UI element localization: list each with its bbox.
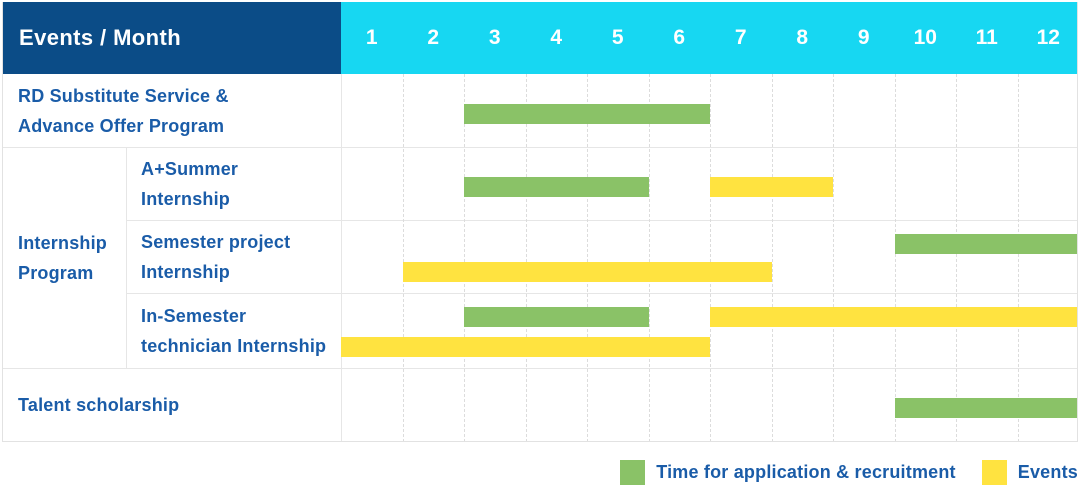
gantt-table: Events / Month 1 2 3 4 5 6 7 8 9 10 11 12 RD Substi… (2, 2, 1078, 442)
gantt-bar-application (464, 103, 710, 124)
month-gridline (1017, 74, 1019, 441)
gantt-bar-event (402, 262, 772, 282)
row-label-line: Semester project (141, 231, 291, 252)
header-label: Events / Month (19, 25, 182, 50)
gantt-bar-application (464, 176, 649, 197)
month-gridline (525, 74, 527, 441)
gantt-bar-application (894, 234, 1077, 254)
legend-label-application: Time for application & recruitment (656, 461, 956, 482)
gantt-bar-event (710, 176, 833, 197)
month-gridline (956, 74, 957, 441)
month-header-5: 5 (611, 26, 624, 49)
header-events-month-cell: Events / Month (3, 2, 341, 74)
month-gridline (833, 74, 834, 441)
month-gridline (402, 74, 404, 441)
row-divider (126, 220, 1077, 221)
month-header-row: 1 2 3 4 5 6 7 8 9 10 11 12 (341, 2, 1077, 74)
row-label-a-summer-internship: A+Summer Internship (126, 147, 341, 220)
row-label-line: Internship (141, 261, 231, 282)
month-header-12: 12 (1036, 26, 1060, 49)
row-label-line: A+Summer (141, 158, 239, 179)
row-divider (3, 147, 1077, 148)
group-label-internship-program: Internship Program (3, 147, 126, 368)
month-gridline (710, 74, 711, 441)
row-label-talent-scholarship: Talent scholarship (3, 368, 341, 441)
row-label-semester-project-internship: Semester project Internship (126, 220, 341, 293)
legend-swatch-application (620, 459, 646, 485)
month-gridline (648, 74, 650, 441)
gantt-bar-event (341, 337, 710, 357)
row-divider (3, 368, 1077, 369)
label-grid-divider (341, 74, 342, 441)
row-label-line: In-Semester (141, 305, 247, 326)
row-label-line: Internship (141, 188, 231, 209)
row-label-rd-substitute: RD Substitute Service & Advance Offer Pr… (3, 74, 341, 147)
gantt-bar-application (464, 307, 649, 327)
gantt-bar-event (710, 307, 1077, 327)
month-header-9: 9 (857, 26, 870, 49)
month-header-4: 4 (550, 26, 563, 49)
group-label-line: Internship (18, 232, 108, 253)
month-header-11: 11 (975, 26, 998, 49)
month-header-3: 3 (488, 26, 501, 49)
row-divider (126, 293, 1077, 294)
legend-label-events: Events (1017, 461, 1078, 482)
month-header-8: 8 (796, 26, 809, 49)
month-header-10: 10 (913, 26, 937, 49)
month-header-6: 6 (673, 26, 686, 49)
month-gridline (587, 74, 588, 441)
row-label-line: RD Substitute Service & (18, 85, 229, 106)
row-label-line: Talent scholarship (18, 395, 180, 415)
month-header-2: 2 (427, 26, 440, 49)
month-header-1: 1 (365, 26, 378, 49)
group-column-divider (126, 147, 127, 368)
legend-swatch-events (981, 459, 1007, 485)
month-header-7: 7 (734, 26, 747, 49)
gantt-bar-application (894, 398, 1077, 418)
row-label-line: Advance Offer Program (18, 115, 225, 136)
row-label-in-semester-technician-internship: In-Semester technician Internship (126, 293, 341, 368)
group-label-line: Program (18, 262, 94, 283)
row-label-line: technician Internship (141, 335, 327, 356)
month-gridline (771, 74, 773, 441)
legend: Time for application & recruitment Event… (620, 457, 1078, 487)
month-gridline (894, 74, 896, 441)
month-gridline (464, 74, 465, 441)
